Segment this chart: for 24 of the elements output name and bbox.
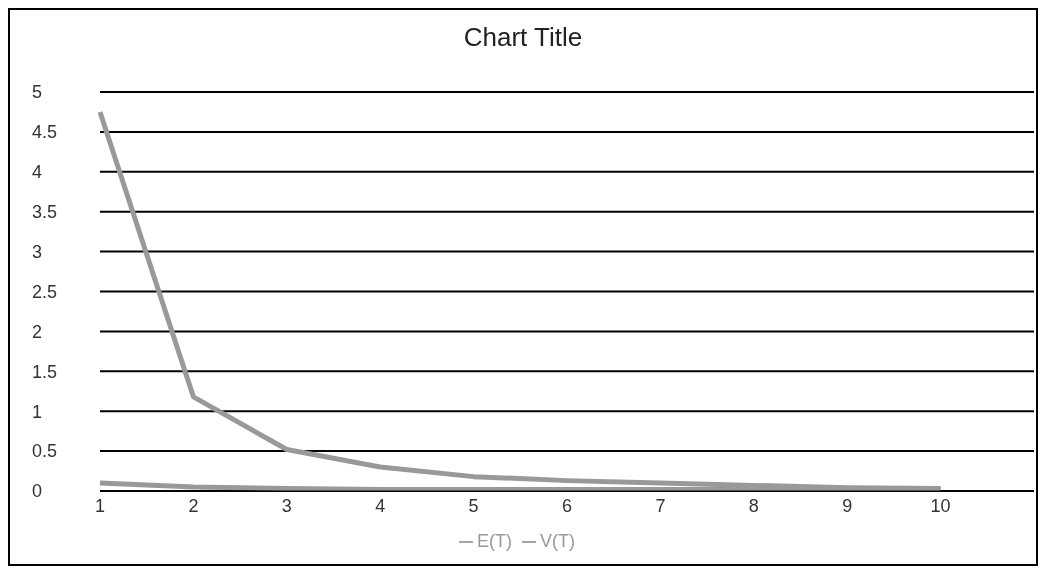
x-tick-label: 4: [375, 495, 386, 516]
x-tick-label: 8: [748, 495, 759, 516]
x-tick-label: 10: [930, 495, 951, 516]
x-tick-label: 2: [188, 495, 199, 516]
x-tick-label: 7: [655, 495, 666, 516]
y-tick-label: 4: [32, 162, 43, 183]
legend-label: V(T): [540, 531, 575, 551]
x-tick-label: 3: [281, 495, 292, 516]
y-tick-label: 2.5: [32, 281, 58, 302]
y-tick-label: 2: [32, 321, 43, 342]
y-tick-label: 5: [32, 82, 43, 103]
y-tick-label: 0: [32, 481, 43, 502]
y-tick-label: 3.5: [32, 202, 58, 223]
y-tick-label: 1: [32, 401, 43, 422]
y-tick-label: 4.5: [32, 122, 58, 143]
y-tick-label: 1.5: [32, 361, 58, 382]
y-tick-label: 3: [32, 241, 43, 262]
x-tick-label: 6: [561, 495, 573, 516]
x-tick-label: 1: [94, 495, 106, 516]
chart-title: Chart Title: [462, 22, 584, 54]
x-tick-label: 5: [468, 495, 479, 516]
y-tick-label: 0.5: [32, 441, 58, 462]
x-tick-label: 9: [842, 495, 853, 516]
legend-label: E(T): [477, 531, 512, 551]
